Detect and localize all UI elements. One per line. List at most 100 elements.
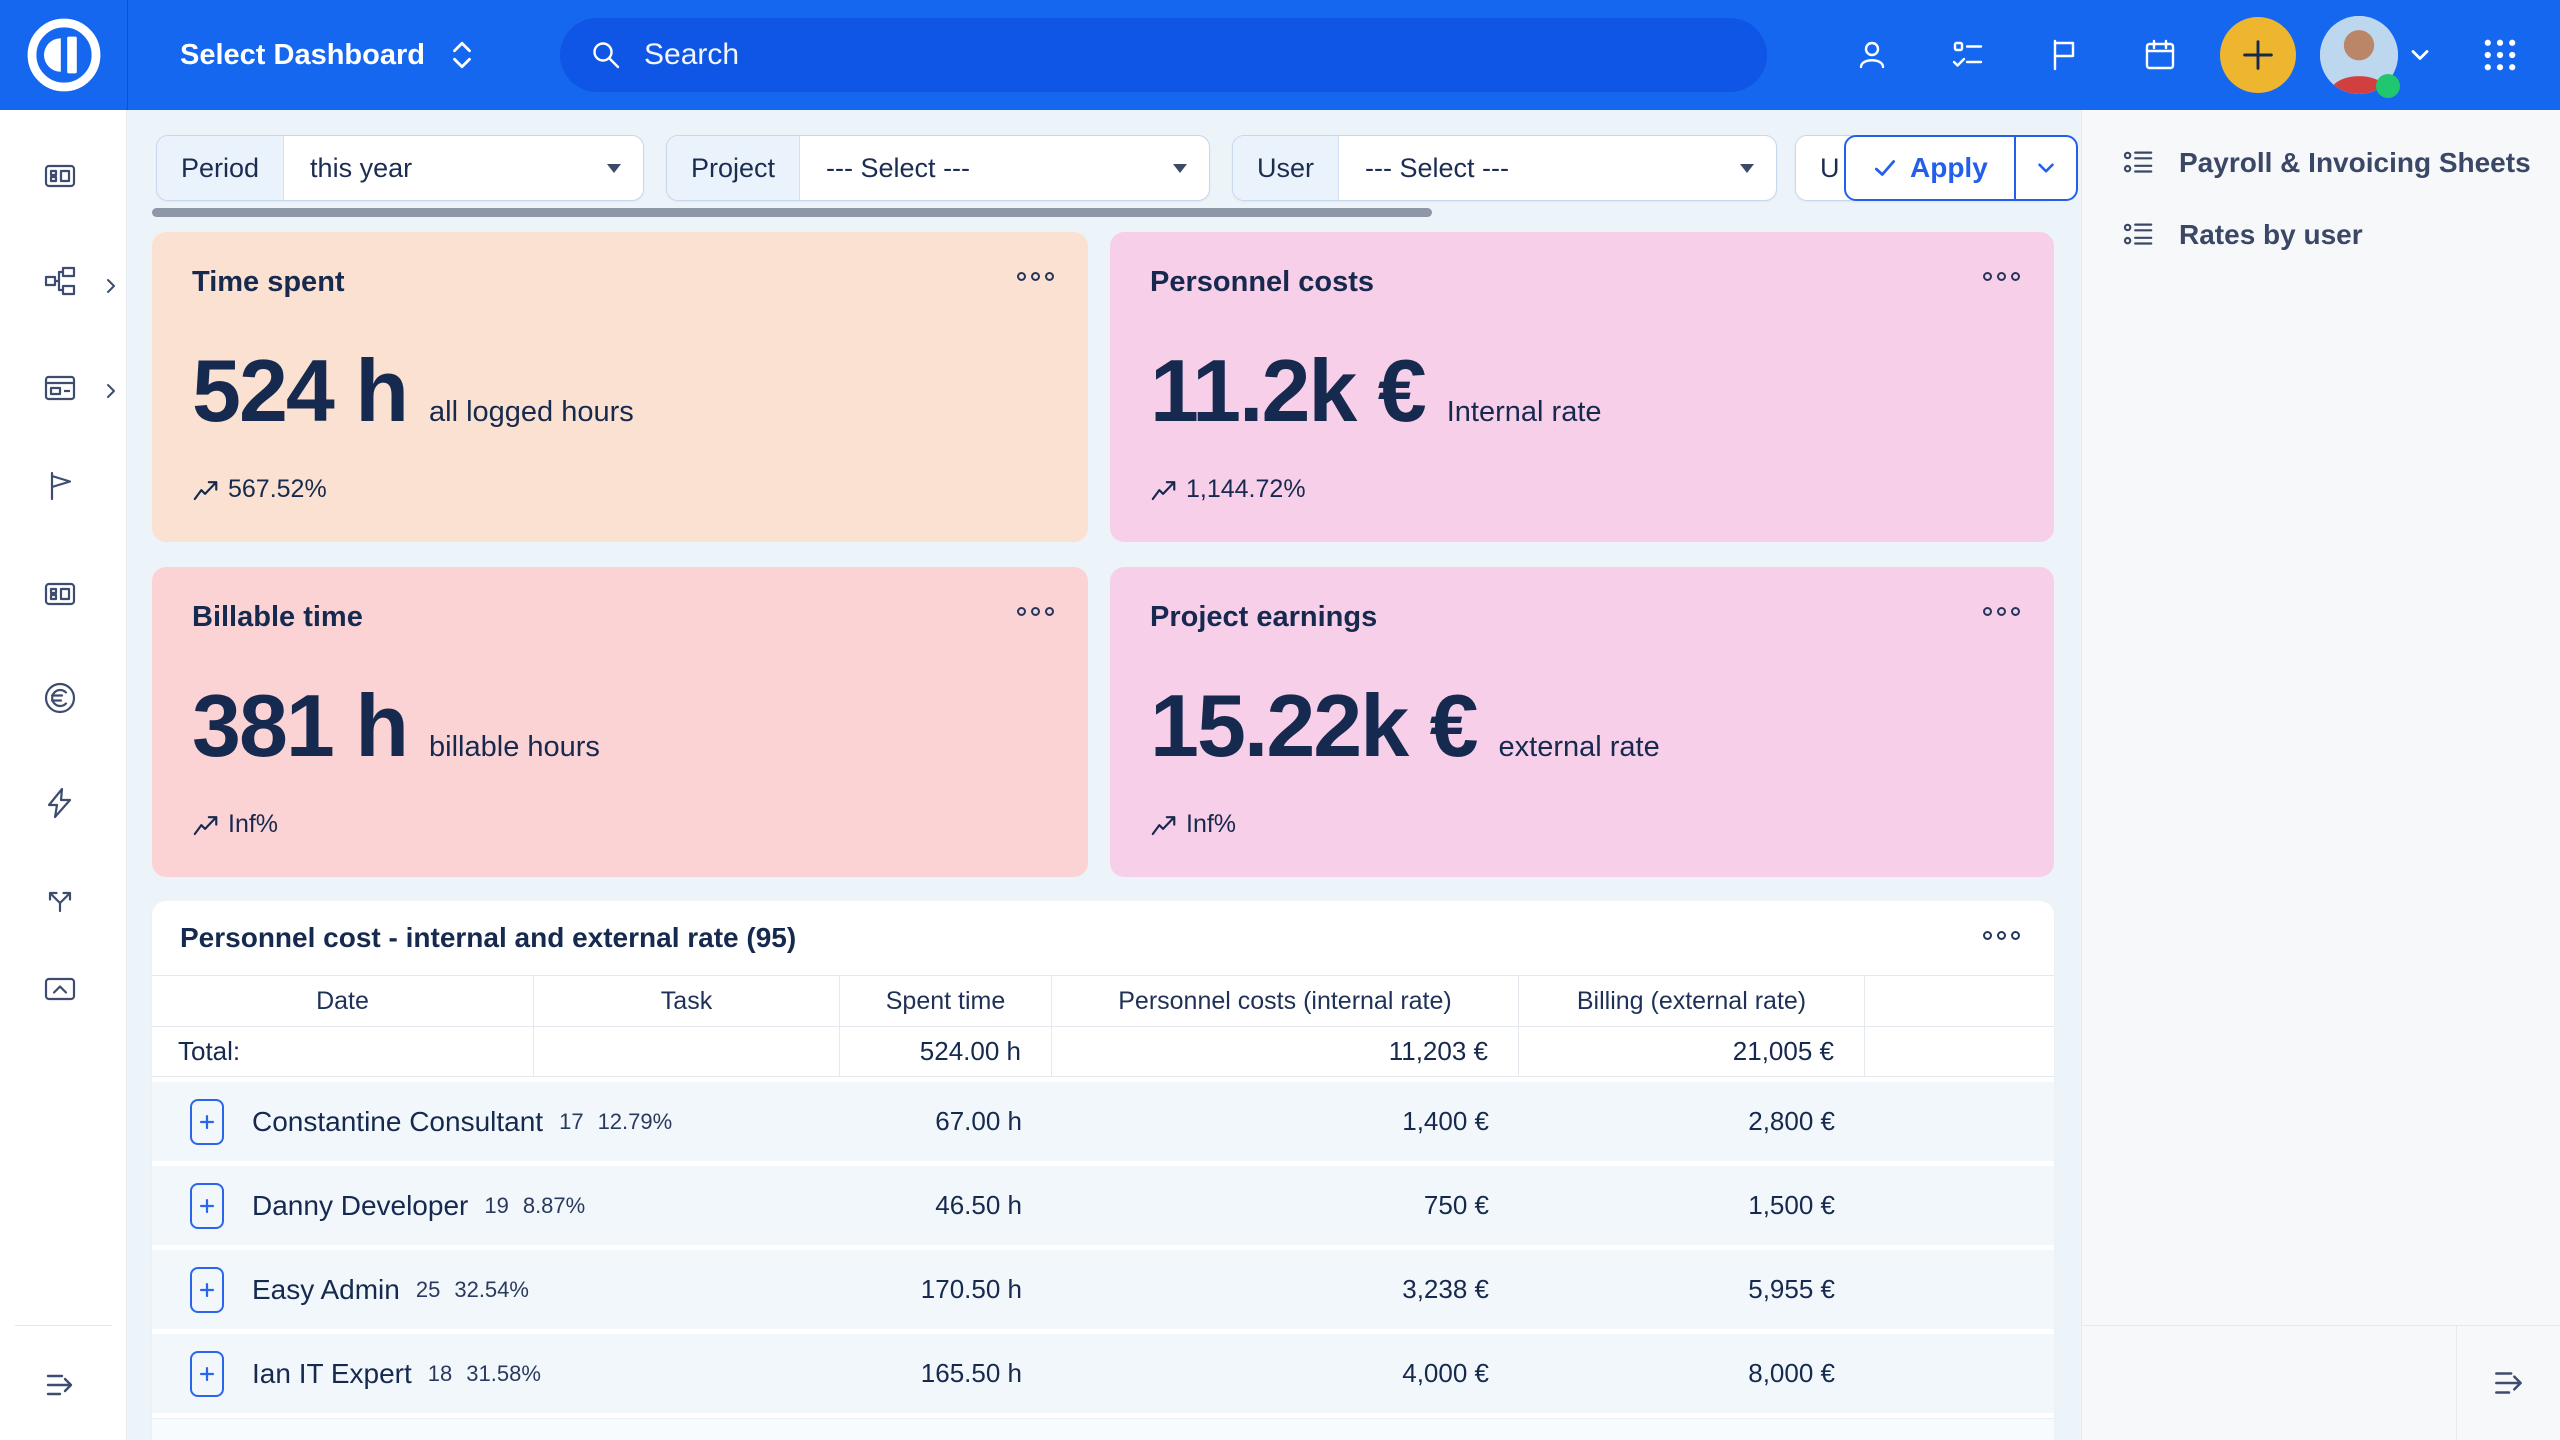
- period-filter: Period this year: [156, 135, 644, 201]
- dashboard-selector[interactable]: Select Dashboard: [180, 0, 475, 110]
- expand-row-button[interactable]: [190, 1099, 224, 1145]
- card-menu-icon[interactable]: [1983, 272, 2020, 281]
- flag-icon[interactable]: [2044, 35, 2084, 75]
- card-menu-icon[interactable]: [1983, 607, 2020, 616]
- row-internal: 1,400 €: [1052, 1082, 1519, 1161]
- row-user-name[interactable]: Ian IT Expert: [252, 1358, 412, 1390]
- plus-icon: [196, 1279, 218, 1301]
- card-value: 381 h: [192, 675, 407, 777]
- table-menu-icon[interactable]: [1983, 931, 2020, 940]
- table-title: Personnel cost - internal and external r…: [180, 922, 796, 954]
- table-row: Ian IT Expert 18 31.58% 165.50 h 4,000 €…: [152, 1334, 2054, 1413]
- column-header-external-rate[interactable]: Billing (external rate): [1519, 976, 1865, 1026]
- user-filter: User --- Select ---: [1232, 135, 1777, 201]
- row-user-name[interactable]: Danny Developer: [252, 1190, 468, 1222]
- main-content: Period this year Project --- Select --- …: [127, 110, 2081, 1440]
- sidebar-item-rates-by-user[interactable]: Rates by user: [2082, 205, 2560, 265]
- row-external: 8,000 €: [1519, 1334, 1865, 1413]
- split-arrows-icon[interactable]: [42, 880, 78, 916]
- column-header-date[interactable]: Date: [152, 976, 534, 1026]
- zap-icon[interactable]: [42, 785, 78, 821]
- card-caption: billable hours: [429, 731, 600, 764]
- total-task: [534, 1027, 840, 1076]
- sidebar-item-payroll-invoicing[interactable]: Payroll & Invoicing Sheets: [2082, 133, 2560, 193]
- expand-sidebar-icon[interactable]: [42, 1367, 78, 1403]
- plus-icon: [2238, 35, 2278, 75]
- chevron-right-icon[interactable]: [103, 277, 119, 295]
- stat-card-project-earnings: Project earnings 15.22k € external rate …: [1110, 567, 2054, 877]
- dashboards-icon[interactable]: [42, 158, 78, 194]
- card-caption: all logged hours: [429, 396, 634, 429]
- expand-row-button[interactable]: [190, 1267, 224, 1313]
- card-trend: 1,144.72%: [1186, 475, 1306, 504]
- project-filter-label: Project: [667, 136, 800, 200]
- right-sidebar: Payroll & Invoicing Sheets Rates by user: [2081, 110, 2560, 1440]
- row-internal: 4,000 €: [1052, 1334, 1519, 1413]
- sort-chevrons-icon: [449, 40, 475, 70]
- project-filter: Project --- Select ---: [666, 135, 1210, 201]
- expand-panel-icon[interactable]: [2490, 1364, 2528, 1402]
- apply-dropdown-button[interactable]: [2014, 137, 2076, 199]
- plus-icon: [196, 1195, 218, 1217]
- search-bar[interactable]: [560, 18, 1767, 92]
- pennant-flag-icon[interactable]: [42, 468, 78, 504]
- calendar-icon[interactable]: [2140, 35, 2180, 75]
- user-filter-label: User: [1233, 136, 1339, 200]
- user-avatar[interactable]: [2320, 16, 2398, 94]
- card-menu-icon[interactable]: [1017, 272, 1054, 281]
- total-spent-time: 524.00 h: [840, 1027, 1052, 1076]
- online-status-dot: [2376, 74, 2400, 98]
- trending-up-icon: [1150, 479, 1178, 504]
- widgets-icon[interactable]: [42, 576, 78, 612]
- project-filter-select[interactable]: --- Select ---: [800, 136, 1209, 200]
- trending-up-icon: [192, 814, 220, 839]
- row-spent-time: 170.50 h: [840, 1250, 1052, 1329]
- user-filter-value: --- Select ---: [1365, 153, 1509, 184]
- list-icon: [2121, 218, 2155, 252]
- euro-icon[interactable]: [42, 680, 78, 716]
- card-menu-icon[interactable]: [1017, 607, 1054, 616]
- card-title: Time spent: [192, 266, 1048, 299]
- card-value: 15.22k €: [1150, 675, 1477, 777]
- row-percent: 8.87%: [523, 1193, 585, 1219]
- left-sidebar: [0, 110, 127, 1440]
- add-button[interactable]: [2220, 17, 2296, 93]
- top-bar: Select Dashboard: [0, 0, 2560, 110]
- card-trend: 567.52%: [228, 475, 327, 504]
- apply-button[interactable]: Apply: [1846, 137, 2014, 199]
- row-user-name[interactable]: Constantine Consultant: [252, 1106, 543, 1138]
- check-icon: [1872, 155, 1898, 181]
- row-entry-count: 19: [484, 1193, 508, 1219]
- box-collapse-icon[interactable]: [42, 971, 78, 1007]
- user-filter-select[interactable]: --- Select ---: [1339, 136, 1776, 200]
- row-percent: 32.54%: [454, 1277, 529, 1303]
- row-external: 5,955 €: [1519, 1250, 1865, 1329]
- search-input[interactable]: [642, 37, 1737, 73]
- period-filter-select[interactable]: this year: [284, 136, 643, 200]
- column-header-empty: [1865, 976, 2054, 1026]
- tasklist-icon[interactable]: [1948, 35, 1988, 75]
- table-row-partial: [152, 1418, 2054, 1440]
- expand-row-button[interactable]: [190, 1351, 224, 1397]
- expand-row-button[interactable]: [190, 1183, 224, 1229]
- apps-grid-icon[interactable]: [2480, 35, 2520, 75]
- total-internal: 11,203 €: [1052, 1027, 1519, 1076]
- row-percent: 12.79%: [598, 1109, 673, 1135]
- card-value: 11.2k €: [1150, 340, 1425, 442]
- row-user-name[interactable]: Easy Admin: [252, 1274, 400, 1306]
- column-header-task[interactable]: Task: [534, 976, 840, 1026]
- chevron-right-icon[interactable]: [103, 382, 119, 400]
- browser-card-icon[interactable]: [42, 370, 78, 406]
- caret-down-icon: [1740, 164, 1754, 173]
- footer-divider: [2456, 1326, 2457, 1440]
- column-header-internal-rate[interactable]: Personnel costs (internal rate): [1052, 976, 1519, 1026]
- stat-card-personnel-costs: Personnel costs 11.2k € Internal rate 1,…: [1110, 232, 2054, 542]
- avatar-chevron-down-icon[interactable]: [2406, 35, 2434, 75]
- app-logo[interactable]: [0, 0, 128, 110]
- sidebar-divider: [15, 1325, 112, 1326]
- total-label: Total:: [152, 1027, 534, 1076]
- tree-structure-icon[interactable]: [42, 263, 78, 299]
- column-header-spent-time[interactable]: Spent time: [840, 976, 1052, 1026]
- users-icon[interactable]: [1852, 35, 1892, 75]
- horizontal-scrollbar[interactable]: [152, 208, 1432, 217]
